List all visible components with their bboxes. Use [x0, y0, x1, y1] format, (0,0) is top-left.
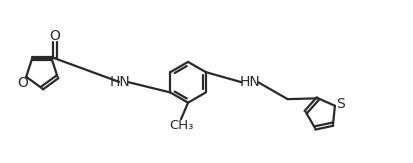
Text: S: S	[336, 97, 345, 111]
Text: HN: HN	[239, 75, 260, 89]
Text: HN: HN	[110, 75, 131, 89]
Text: CH₃: CH₃	[169, 119, 193, 132]
Text: O: O	[17, 76, 28, 90]
Text: O: O	[50, 30, 60, 43]
